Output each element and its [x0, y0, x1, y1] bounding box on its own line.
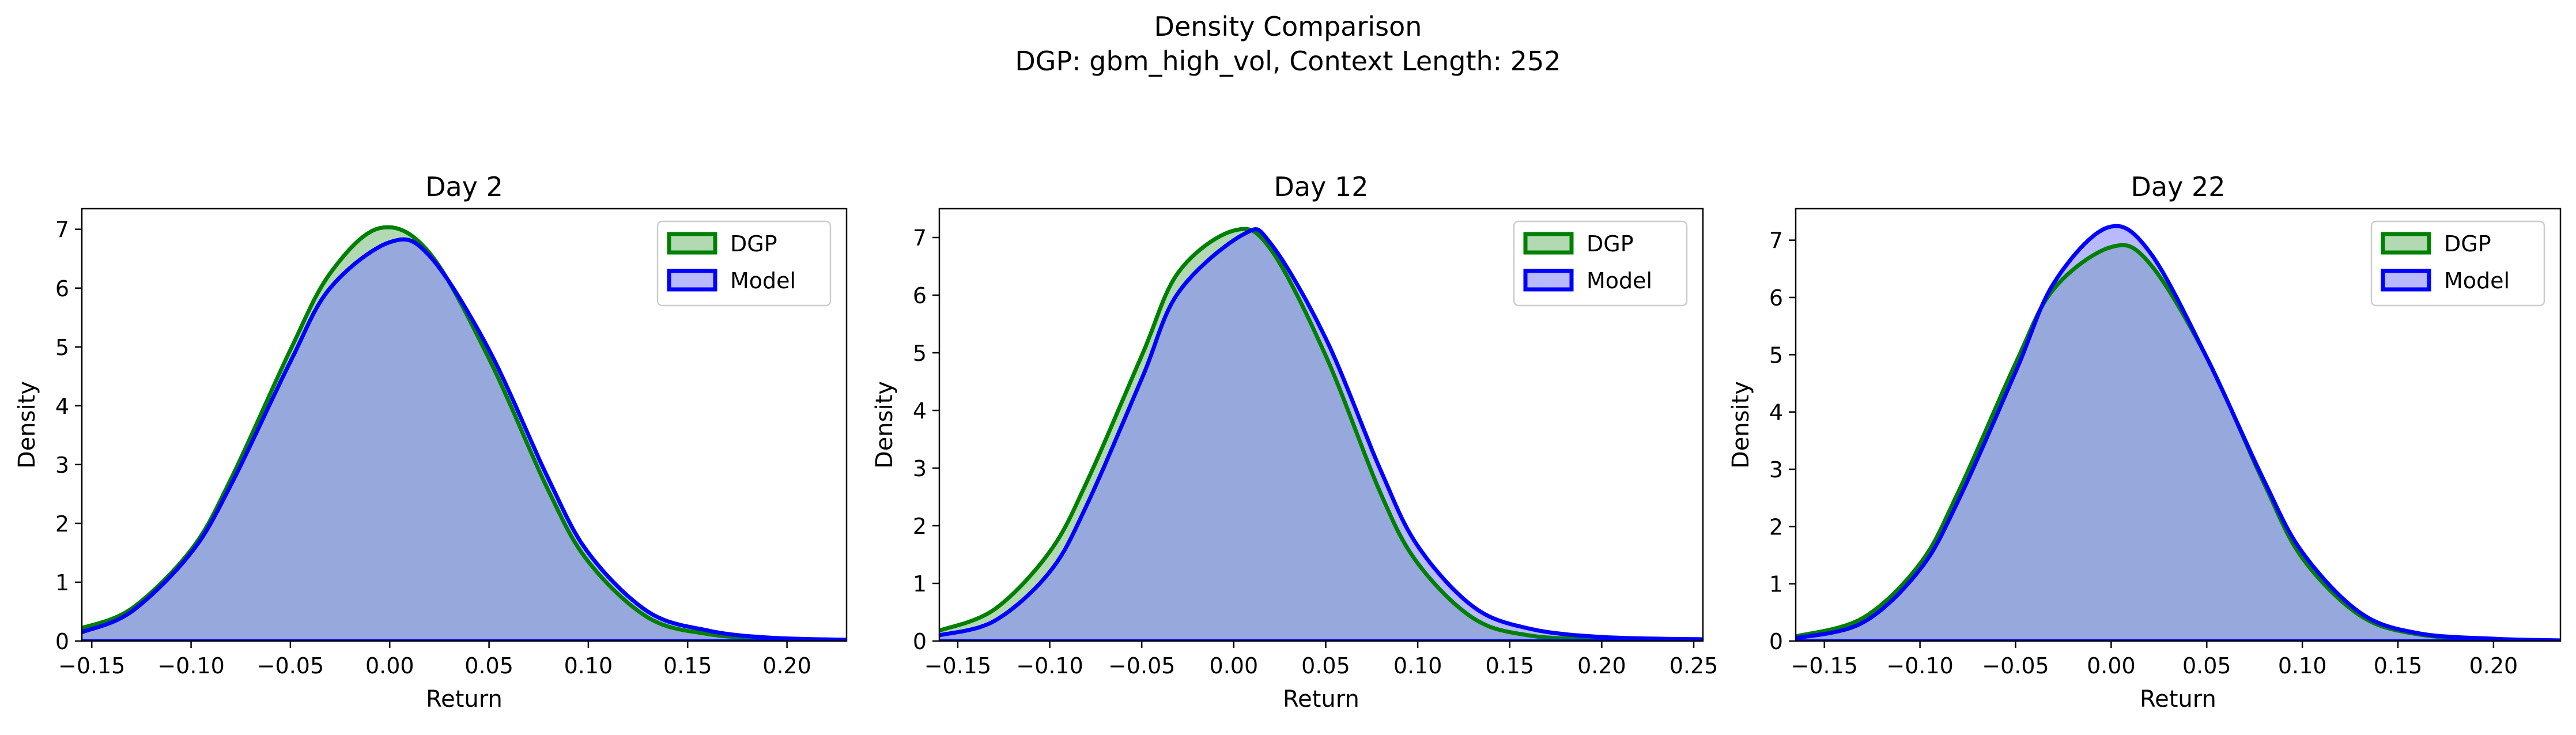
x-tick-label: 0.15 — [1485, 653, 1534, 679]
density-line-dgp — [939, 227, 1703, 641]
x-tick-label: 0.10 — [1393, 653, 1442, 679]
legend: DGP Model — [1513, 220, 1688, 307]
chart-panel-2: −0.15 −0.10 −0.05 0.00 0.05 0.10 0.15 0.20 0.25 0… — [871, 171, 1718, 713]
plot-area — [939, 227, 1703, 641]
y-tick-label: 4 — [913, 398, 927, 424]
x-tick-label: −0.15 — [58, 653, 125, 679]
y-tick-label: 7 — [913, 225, 927, 251]
x-tick-label: 0.05 — [2182, 653, 2231, 679]
legend: DGP Model — [2370, 220, 2545, 307]
x-tick-label: 0.20 — [2469, 653, 2518, 679]
x-tick-label: −0.10 — [1016, 653, 1083, 679]
y-tick-label: 1 — [1769, 572, 1783, 597]
y-tick-label: 1 — [55, 570, 69, 595]
y-axis-label: Density — [14, 381, 40, 469]
x-tick-label: 0.15 — [2374, 653, 2423, 679]
legend-label-dgp: DGP — [730, 231, 777, 257]
y-tick-label: 3 — [913, 456, 927, 481]
y-tick-label: 5 — [55, 335, 69, 360]
density-fill-model — [1796, 226, 2560, 641]
x-tick-label: 0.00 — [1210, 653, 1259, 679]
x-tick-label: 0.05 — [1301, 653, 1350, 679]
density-line-model — [939, 227, 1703, 641]
chart-panels: −0.15 −0.10 −0.05 0.00 0.05 0.10 0.15 0.20 0 1 2 3 4… — [14, 171, 2562, 713]
axes-frame — [81, 208, 848, 642]
y-tick-label: 6 — [1769, 285, 1783, 311]
legend-swatch-dgp — [1523, 232, 1574, 255]
panel-title: Day 12 — [1274, 171, 1369, 202]
y-axis-label: Density — [871, 381, 898, 469]
panel-title: Day 2 — [425, 171, 503, 202]
legend-swatch-dgp — [667, 232, 717, 255]
axes-frame — [938, 208, 1704, 642]
y-tick-label: 2 — [913, 514, 927, 539]
legend-swatch-dgp — [2381, 232, 2431, 255]
x-tick-label: −0.05 — [257, 653, 324, 679]
x-axis-label: Return — [1283, 686, 1359, 713]
legend-swatch-model — [667, 269, 717, 292]
density-line-model — [82, 237, 847, 641]
x-tick-label: 0.20 — [762, 653, 811, 679]
legend-swatch-model — [1523, 269, 1574, 292]
chart-panel-3: −0.15 −0.10 −0.05 0.00 0.05 0.10 0.15 0.20 0 1 2 3 4… — [1728, 171, 2562, 713]
x-tick-label: −0.10 — [1886, 653, 1953, 679]
x-tick-label: −0.05 — [1108, 653, 1175, 679]
chart-panel-1: −0.15 −0.10 −0.05 0.00 0.05 0.10 0.15 0.20 0 1 2 3 4… — [14, 171, 848, 713]
density-line-model — [1796, 224, 2560, 641]
y-tick-label: 6 — [55, 276, 69, 301]
legend-swatch-model — [2381, 269, 2431, 292]
y-tick-label: 2 — [1769, 514, 1783, 540]
density-fill-model — [939, 229, 1703, 641]
x-tick-label: −0.15 — [924, 653, 991, 679]
y-tick-label: 7 — [55, 217, 69, 243]
y-axis-label: Density — [1728, 381, 1754, 469]
legend-label-dgp: DGP — [1587, 231, 1634, 257]
y-tick-label: 5 — [1769, 342, 1783, 368]
y-tick-label: 4 — [1769, 400, 1783, 425]
y-tick-label: 3 — [1769, 457, 1783, 483]
x-tick-label: 0.05 — [464, 653, 513, 679]
y-tick-label: 0 — [55, 629, 69, 654]
y-tick-label: 2 — [55, 511, 69, 537]
x-tick-label: 0.25 — [1670, 653, 1718, 679]
y-tick-label: 0 — [913, 629, 927, 654]
x-tick-label: 0.00 — [2087, 653, 2136, 679]
legend-label-model: Model — [2444, 268, 2510, 293]
x-tick-label: −0.10 — [157, 653, 224, 679]
y-tick-label: 3 — [55, 453, 69, 478]
axes-frame — [1795, 208, 2562, 642]
figure-suptitle-line1: Density Comparison — [1154, 11, 1422, 42]
x-tick-label: −0.15 — [1791, 653, 1858, 679]
legend: DGP Model — [656, 220, 832, 307]
y-tick-label: 5 — [913, 341, 927, 366]
x-axis-label: Return — [426, 686, 503, 713]
x-axis-label: Return — [2140, 686, 2216, 713]
density-fill-model — [82, 239, 847, 641]
figure-suptitle-line2: DGP: gbm_high_vol, Context Length: 252 — [1015, 46, 1561, 77]
plot-area — [82, 225, 847, 641]
legend-label-model: Model — [1587, 268, 1652, 293]
x-tick-label: −0.05 — [1982, 653, 2049, 679]
legend-label-model: Model — [730, 268, 796, 293]
x-tick-label: 0.00 — [365, 653, 414, 679]
y-tick-label: 7 — [1769, 228, 1783, 254]
panel-title: Day 22 — [2131, 171, 2226, 202]
y-tick-label: 0 — [1769, 629, 1783, 654]
y-tick-label: 1 — [913, 571, 927, 597]
x-tick-label: 0.10 — [2278, 653, 2327, 679]
plot-area — [1796, 224, 2560, 641]
legend-label-dgp: DGP — [2444, 231, 2491, 257]
y-tick-label: 6 — [913, 283, 927, 308]
x-tick-label: 0.10 — [564, 653, 613, 679]
x-tick-label: 0.20 — [1577, 653, 1626, 679]
y-tick-label: 4 — [55, 394, 69, 419]
x-tick-label: 0.15 — [663, 653, 712, 679]
